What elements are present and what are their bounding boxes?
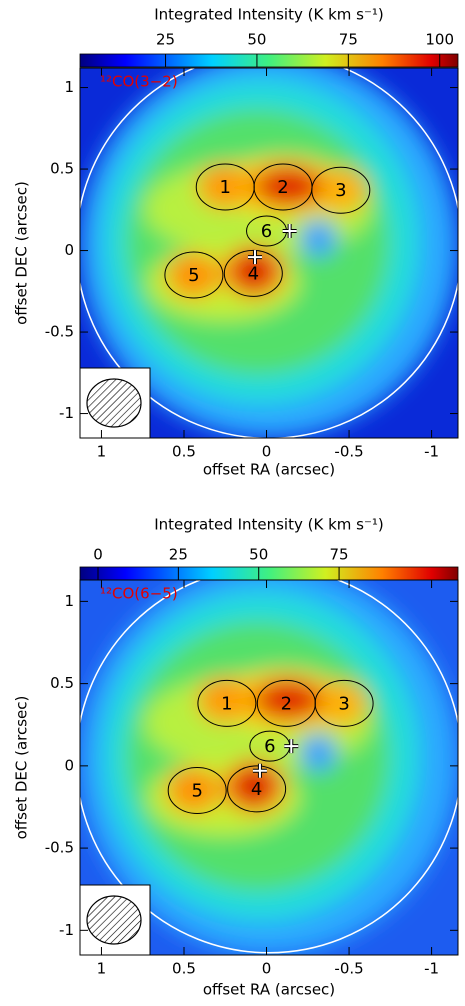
colorbar-title: Integrated Intensity (K km s⁻¹) xyxy=(154,516,384,534)
colorbar-tick-label: 75 xyxy=(339,31,358,49)
region xyxy=(314,679,374,727)
colorbar-tick-label: 25 xyxy=(169,546,188,564)
emission-blob xyxy=(314,681,368,727)
colorbar xyxy=(79,53,459,68)
line-label: ¹²CO(6−5) xyxy=(100,585,178,603)
primary-beam xyxy=(80,580,458,954)
line-label: ¹²CO(3−2) xyxy=(100,73,178,91)
colorbar-tick-label: 50 xyxy=(249,546,268,564)
emission xyxy=(80,580,458,955)
x-tick-label: 1 xyxy=(97,960,107,978)
y-tick-label: 0.5 xyxy=(50,674,74,692)
emission-blob xyxy=(299,733,338,772)
region-label: 2 xyxy=(281,693,292,714)
y-tick-label: -1 xyxy=(59,921,74,939)
x-tick-label: 0.5 xyxy=(172,960,196,978)
x-tick-label: 1 xyxy=(97,443,107,461)
x-tick-label: 0.5 xyxy=(172,443,196,461)
peak-marker xyxy=(247,250,262,265)
y-tick-label: 0 xyxy=(64,756,74,774)
emission-blob xyxy=(236,254,271,289)
x-tick-label: 0 xyxy=(262,443,272,461)
region-label: 4 xyxy=(251,779,262,800)
y-axis-label: offset DEC (arcsec) xyxy=(13,696,31,840)
x-tick-label: 0 xyxy=(262,960,272,978)
region-label: 5 xyxy=(188,265,199,286)
emission xyxy=(80,68,458,438)
colorbar xyxy=(79,566,459,581)
y-tick-label: -0.5 xyxy=(45,839,74,857)
region-label: 3 xyxy=(335,180,346,201)
y-tick-label: 1 xyxy=(64,78,74,96)
intensity-map xyxy=(80,68,458,438)
emission-blob xyxy=(166,253,220,298)
y-axis-label: offset DEC (arcsec) xyxy=(13,181,31,325)
region xyxy=(164,251,224,299)
emission-blob xyxy=(253,166,322,207)
region-label: 3 xyxy=(338,693,349,714)
region xyxy=(227,765,287,813)
region xyxy=(311,166,371,214)
emission-blob xyxy=(299,219,338,257)
emission-blob xyxy=(197,677,251,723)
frame xyxy=(79,67,459,439)
peak-marker xyxy=(282,223,297,238)
colorbar-title: Integrated Intensity (K km s⁻¹) xyxy=(154,6,384,24)
region-label: 2 xyxy=(277,177,288,198)
y-tick-label: 1 xyxy=(64,592,74,610)
x-tick-label: -0.5 xyxy=(334,443,363,461)
emission-blob xyxy=(236,769,271,804)
beam xyxy=(86,895,142,945)
region xyxy=(197,679,257,727)
region-label: 6 xyxy=(264,736,275,757)
y-tick-label: -0.5 xyxy=(45,323,74,341)
colorbar-tick-label: 75 xyxy=(330,546,349,564)
beam xyxy=(86,378,142,428)
region-label: 1 xyxy=(220,177,231,198)
region-label: 5 xyxy=(191,781,202,802)
y-tick-label: -1 xyxy=(59,404,74,422)
colorbar-tick-label: 100 xyxy=(425,31,454,49)
intensity-map xyxy=(80,580,458,955)
emission-blob xyxy=(166,767,220,813)
x-axis-label: offset RA (arcsec) xyxy=(203,981,335,999)
x-tick-label: -1 xyxy=(424,960,439,978)
region-label: 1 xyxy=(221,693,232,714)
emission-blob xyxy=(314,167,368,213)
x-tick-label: -1 xyxy=(424,443,439,461)
colorbar-tick-label: 25 xyxy=(156,31,175,49)
emission-blob xyxy=(253,679,322,721)
region xyxy=(167,767,227,815)
peak-marker xyxy=(284,739,299,754)
x-tick-label: -0.5 xyxy=(334,960,363,978)
colorbar-tick-label: 0 xyxy=(93,546,103,564)
colorbar-tick-label: 50 xyxy=(247,31,266,49)
x-axis-label: offset RA (arcsec) xyxy=(203,461,335,479)
frame xyxy=(79,579,459,956)
y-tick-label: 0 xyxy=(64,241,74,259)
region-label: 4 xyxy=(248,263,259,284)
emission-blob xyxy=(197,164,251,209)
region-label: 6 xyxy=(261,221,272,242)
peak-marker xyxy=(252,763,267,778)
y-tick-label: 0.5 xyxy=(50,160,74,178)
